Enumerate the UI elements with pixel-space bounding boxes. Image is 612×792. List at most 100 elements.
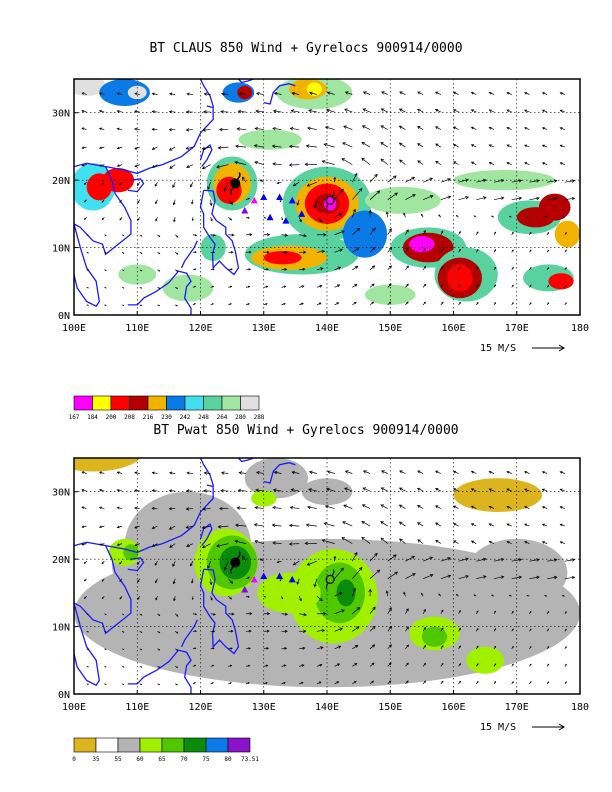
wind-arrow-head [561, 595, 564, 597]
cyclone-symbol-tail [229, 186, 234, 195]
wind-arrow-head [529, 267, 532, 269]
wind-arrow [453, 144, 459, 148]
wind-arrow-head [212, 630, 216, 633]
wind-arrow [435, 522, 442, 527]
wind-arrow-head [234, 160, 238, 165]
wind-arrow-head [438, 593, 441, 596]
wind-arrow-head [87, 287, 89, 289]
wind-arrow-head [380, 537, 385, 542]
wind-arrow-head [561, 216, 564, 218]
wind-arrow-head [241, 555, 246, 559]
wind-arrow-head [119, 562, 122, 565]
wind-arrow [506, 471, 512, 474]
wind-arrow [352, 266, 359, 271]
wind-arrow-head [320, 646, 324, 650]
wind-arrow [152, 525, 158, 529]
coastline [180, 240, 198, 269]
wind-arrow-head [134, 543, 138, 547]
wind-arrow [453, 505, 459, 509]
wind-arrow-head [494, 610, 496, 613]
wind-arrow-head [321, 160, 326, 164]
wind-arrow-head [352, 208, 356, 213]
wind-arrow-head [459, 680, 461, 683]
wind-arrow-head [512, 645, 514, 648]
wind-arrow [272, 542, 282, 544]
wind-arrow-head [98, 127, 102, 131]
wind-arrow [255, 489, 264, 492]
field-contour [453, 478, 543, 512]
wind-arrow-head [81, 92, 85, 95]
wind-arrow [435, 540, 442, 544]
wind-arrow [242, 176, 247, 183]
wind-arrow [81, 110, 87, 113]
wind-arrow [173, 596, 176, 601]
wind-arrow-head [230, 285, 233, 288]
wind-arrow [307, 506, 317, 509]
wind-arrow [334, 592, 343, 597]
wind-arrow-head [169, 471, 173, 475]
wind-arrow [210, 578, 212, 585]
wind-arrow [405, 573, 416, 580]
wind-arrow [351, 209, 356, 218]
wind-arrow-head [101, 200, 104, 203]
wind-arrow [134, 146, 140, 150]
wind-arrow [560, 92, 565, 95]
cyclone-symbol-tail [236, 172, 241, 181]
wind-arrow [489, 109, 495, 113]
wind-arrow-head [423, 680, 426, 683]
wind-arrow-head [452, 505, 457, 509]
wind-arrow-head [140, 631, 143, 633]
wind-arrow-head [435, 91, 439, 95]
wind-arrow-head [470, 470, 474, 474]
coastline [74, 458, 214, 554]
wind-arrow-head [229, 682, 232, 684]
wind-arrow [476, 179, 486, 183]
wind-arrow [560, 127, 565, 130]
wind-arrow-head [168, 147, 173, 151]
wind-arrow-head [506, 541, 510, 544]
wind-arrow-head [186, 471, 190, 475]
wind-arrow-head [253, 144, 258, 148]
wind-arrow [256, 92, 264, 95]
wind-arrow-head [465, 195, 470, 200]
wind-arrow-head [506, 127, 510, 130]
wind-arrow [254, 540, 264, 544]
wind-arrow-head [302, 267, 306, 271]
field-contour [323, 197, 337, 211]
wind-arrow-head [441, 301, 444, 304]
wind-arrow-head [470, 523, 474, 526]
colorbar-swatch [129, 395, 149, 411]
wind-arrow [352, 663, 358, 667]
wind-arrow-head [452, 126, 457, 130]
wind-arrow [234, 161, 247, 165]
wind-arrow [186, 525, 193, 529]
wind-arrow [399, 108, 406, 113]
wind-arrow-head [191, 580, 194, 584]
wind-arrow [316, 629, 325, 632]
wind-arrow-head [203, 489, 207, 493]
wind-arrow-head [158, 648, 161, 651]
wind-arrow-head [241, 176, 246, 180]
wind-arrow-head [458, 230, 461, 234]
wind-arrow-head [271, 523, 276, 528]
wind-arrow-head [323, 612, 327, 616]
wind-arrow [351, 173, 358, 183]
wind-arrow-head [344, 108, 348, 112]
wind-arrow-head [185, 110, 190, 114]
wind-arrow [281, 647, 287, 650]
wind-arrow-head [191, 597, 194, 601]
wind-arrow [99, 489, 105, 492]
wind-arrow-head [512, 284, 514, 287]
wind-arrow-head [264, 217, 267, 219]
wind-arrow [293, 560, 300, 566]
wind-arrow [239, 93, 247, 95]
wind-arrow-head [389, 644, 392, 648]
wind-arrow-head [441, 680, 444, 683]
wind-arrow-head [155, 580, 158, 584]
wind-arrow-head [203, 92, 208, 96]
wind-arrow-head [158, 269, 161, 272]
wind-arrow-head [536, 558, 540, 562]
wind-arrow [134, 93, 140, 95]
colorbar-label: 167 [69, 414, 80, 420]
wind-arrow-head [511, 610, 514, 613]
